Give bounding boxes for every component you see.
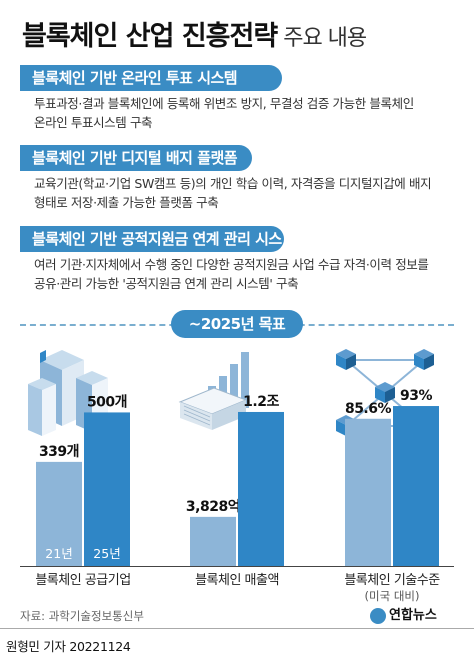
section-1-desc-line: 온라인 투표시스템 구축: [34, 115, 153, 130]
bar-category-label: 21년: [45, 546, 72, 561]
chart-xlabel: 블록체인 공급기업: [35, 573, 130, 588]
chart-xlabel-sub: (미국 대비): [365, 589, 420, 603]
bar: [84, 412, 130, 566]
section-3-desc: 여러 기관·지자체에서 수행 중인 다양한 공적지원금 사업 수급 자격·이력 …: [34, 255, 460, 293]
publisher-logo: 연합뉴스: [370, 604, 437, 624]
section-3-desc-line: 여러 기관·지자체에서 수행 중인 다양한 공적지원금 사업 수급 자격·이력 …: [34, 257, 429, 272]
bar: [190, 516, 236, 566]
section-2-heading: 블록체인 기반 디지털 배지 플랫폼: [20, 145, 252, 171]
bar-value-label: 500개: [87, 394, 127, 410]
bar: [238, 411, 284, 566]
bar: [393, 406, 439, 566]
bar-value-label: 93%: [400, 388, 432, 404]
logo-mark-icon: [370, 607, 386, 624]
section-2-desc-line: 형태로 저장·제출 가능한 플랫폼 구축: [34, 195, 219, 210]
section-1-desc: 투표과정·결과 블록체인에 등록해 위변조 방지, 무결성 검증 가능한 블록체…: [34, 94, 460, 132]
bar-value-label: 339개: [39, 444, 79, 460]
page-title: 블록체인 산업 진흥전략 주요 내용: [22, 14, 462, 53]
section-3-heading: 블록체인 기반 공적지원금 연계 관리 시스템: [20, 226, 284, 274]
title-main: 블록체인 산업 진흥전략: [22, 21, 278, 52]
chart-baseline: [20, 566, 454, 567]
byline: 원형민 기자 20221124: [6, 639, 131, 654]
section-1-heading: 블록체인 기반 온라인 투표 시스템: [20, 65, 282, 91]
revenue-icon: [178, 352, 249, 430]
section-2-desc-line: 교육기관(학교·기업 SW캠프 등)의 개인 학습 이력, 자격증을 디지털지갑…: [34, 176, 432, 191]
chart-xlabel: 블록체인 매출액: [195, 573, 279, 588]
title-sub: 주요 내용: [283, 26, 367, 51]
section-3-desc-line: 공유·관리 가능한 '공적지원금 연계 관리 시스템' 구축: [34, 276, 299, 291]
footer-divider: [0, 628, 474, 629]
source-note: 자료: 과학기술정보통신부: [20, 609, 144, 623]
bar-value-label: 3,828억: [186, 499, 240, 515]
section-1-desc-line: 투표과정·결과 블록체인에 등록해 위변조 방지, 무결성 검증 가능한 블록체…: [34, 96, 414, 111]
bar-value-label: 1.2조: [243, 394, 279, 410]
section-2-desc: 교육기관(학교·기업 SW캠프 등)의 개인 학습 이력, 자격증을 디지털지갑…: [34, 174, 460, 212]
logo-text: 연합뉴스: [389, 608, 437, 623]
bar: [36, 461, 82, 566]
bar-value-label: 85.6%: [345, 401, 392, 417]
goal-label: ~2025년 목표: [171, 310, 303, 338]
bar: [345, 418, 391, 566]
chart-xlabel: 블록체인 기술수준: [344, 573, 440, 588]
bar-category-label: 25년: [93, 546, 120, 561]
